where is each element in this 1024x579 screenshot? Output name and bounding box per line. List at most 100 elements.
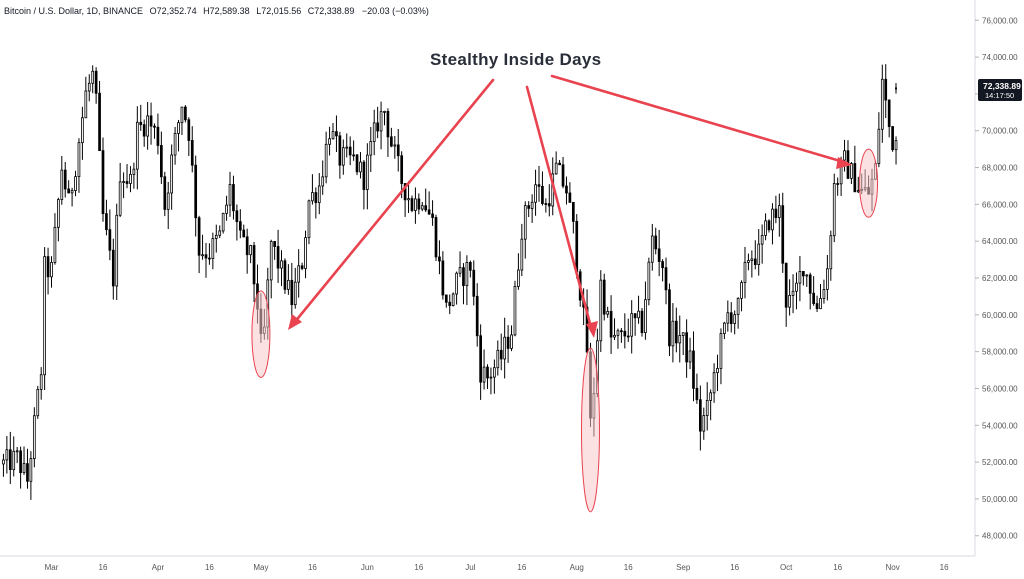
price-tick-label: 64,000.00 [982, 237, 1018, 246]
candle-body [187, 119, 191, 141]
time-tick-label: 16 [517, 563, 526, 572]
candle-body [541, 185, 544, 204]
candle-body [822, 289, 826, 299]
candle-body [568, 192, 572, 203]
candle-body [67, 188, 71, 194]
candle-body [111, 249, 115, 287]
candle-body [781, 205, 785, 264]
candle-body [5, 449, 9, 461]
candle-body [729, 312, 733, 324]
candle-body [129, 174, 132, 184]
candle-body [335, 131, 338, 137]
candle-body [276, 246, 280, 269]
price-tick-label: 58,000.00 [982, 348, 1018, 357]
candle-body [321, 176, 325, 187]
candle-body [43, 256, 46, 376]
candle-body [496, 349, 500, 369]
candle-body [709, 392, 712, 401]
candle-body [547, 203, 551, 207]
time-tick-label: 16 [414, 563, 423, 572]
candle-body [493, 367, 496, 378]
candle-body [208, 257, 211, 260]
candle-body [132, 168, 136, 175]
candle-body [534, 184, 537, 203]
candle-body [815, 303, 819, 310]
candle-body [238, 221, 242, 231]
candle-body [771, 208, 774, 231]
candle-body [307, 200, 311, 239]
candle-body [856, 190, 860, 193]
candle-body [153, 125, 156, 128]
candle-body [795, 282, 798, 292]
candle-body [118, 181, 122, 216]
candle-body [850, 163, 853, 179]
candle-body [760, 234, 764, 245]
arrow-line-may [292, 78, 495, 325]
time-axis[interactable]: Mar 16 Apr 16 May 16 Jun 16 Jul 16 Aug 16 Sep 16 Oct 16… [45, 563, 949, 572]
candle-body [355, 154, 359, 173]
candle-body [503, 336, 507, 360]
candle-body [523, 205, 527, 240]
inside-day-highlight [251, 290, 271, 378]
time-tick-label: Sep [676, 563, 691, 572]
symbol-label: Bitcoin / U.S. Dollar, 1D, BINANCE [4, 6, 143, 16]
candle-body [427, 209, 431, 215]
chart-header: Bitcoin / U.S. Dollar, 1D, BINANCE O72,3… [4, 6, 429, 16]
candle-body [39, 374, 43, 390]
candle-body [723, 322, 726, 334]
candle-body [489, 376, 493, 379]
time-tick-label: 16 [205, 563, 214, 572]
candle-body [300, 265, 304, 269]
candle-body [424, 205, 428, 211]
time-tick-label: 16 [624, 563, 633, 572]
candle-body [678, 335, 682, 344]
candle-body [32, 415, 36, 459]
candle-body [383, 110, 386, 113]
inside-day-highlight [859, 148, 879, 218]
candle-body [554, 162, 558, 175]
candle-body [417, 198, 421, 210]
candle-body [733, 314, 737, 324]
candle-body [414, 198, 417, 211]
candle-body [108, 229, 112, 251]
candle-body [654, 235, 658, 250]
candle-body [506, 336, 510, 349]
candle-body [410, 198, 414, 211]
candle-body [812, 292, 815, 304]
candle-body [26, 463, 29, 482]
candle-body [877, 128, 881, 164]
candle-body [486, 366, 489, 379]
candle-body [87, 82, 91, 92]
candle-body [685, 332, 688, 363]
candle-body [777, 205, 781, 218]
candle-body [699, 399, 702, 432]
candle-body [462, 267, 465, 286]
candle-body [338, 135, 342, 166]
candle-body [585, 306, 589, 353]
candle-body [214, 234, 218, 239]
candle-body [829, 235, 833, 270]
inside-day-highlights [251, 148, 879, 513]
candle-body [8, 449, 12, 471]
candle-body [479, 335, 482, 383]
price-tick-label: 62,000.00 [982, 274, 1018, 283]
candle-body [668, 289, 671, 347]
high-label: H [203, 6, 210, 16]
candle-body [197, 217, 201, 256]
candle-body [819, 298, 822, 310]
candle-body [623, 330, 627, 337]
candle-body [681, 332, 685, 336]
price-tick-label: 56,000.00 [982, 384, 1018, 393]
time-tick-label: 16 [308, 563, 317, 572]
open-value: 72,352.74 [157, 6, 197, 16]
candle-body [520, 238, 524, 271]
candle-body [19, 450, 22, 474]
candle-body [434, 217, 438, 258]
candle-body [283, 260, 287, 290]
candle-body [575, 220, 579, 273]
candle-body [393, 144, 397, 147]
candle-body [2, 459, 5, 465]
high-value: 72,589.38 [210, 6, 250, 16]
candle-body [695, 387, 699, 401]
candle-body [702, 415, 706, 432]
